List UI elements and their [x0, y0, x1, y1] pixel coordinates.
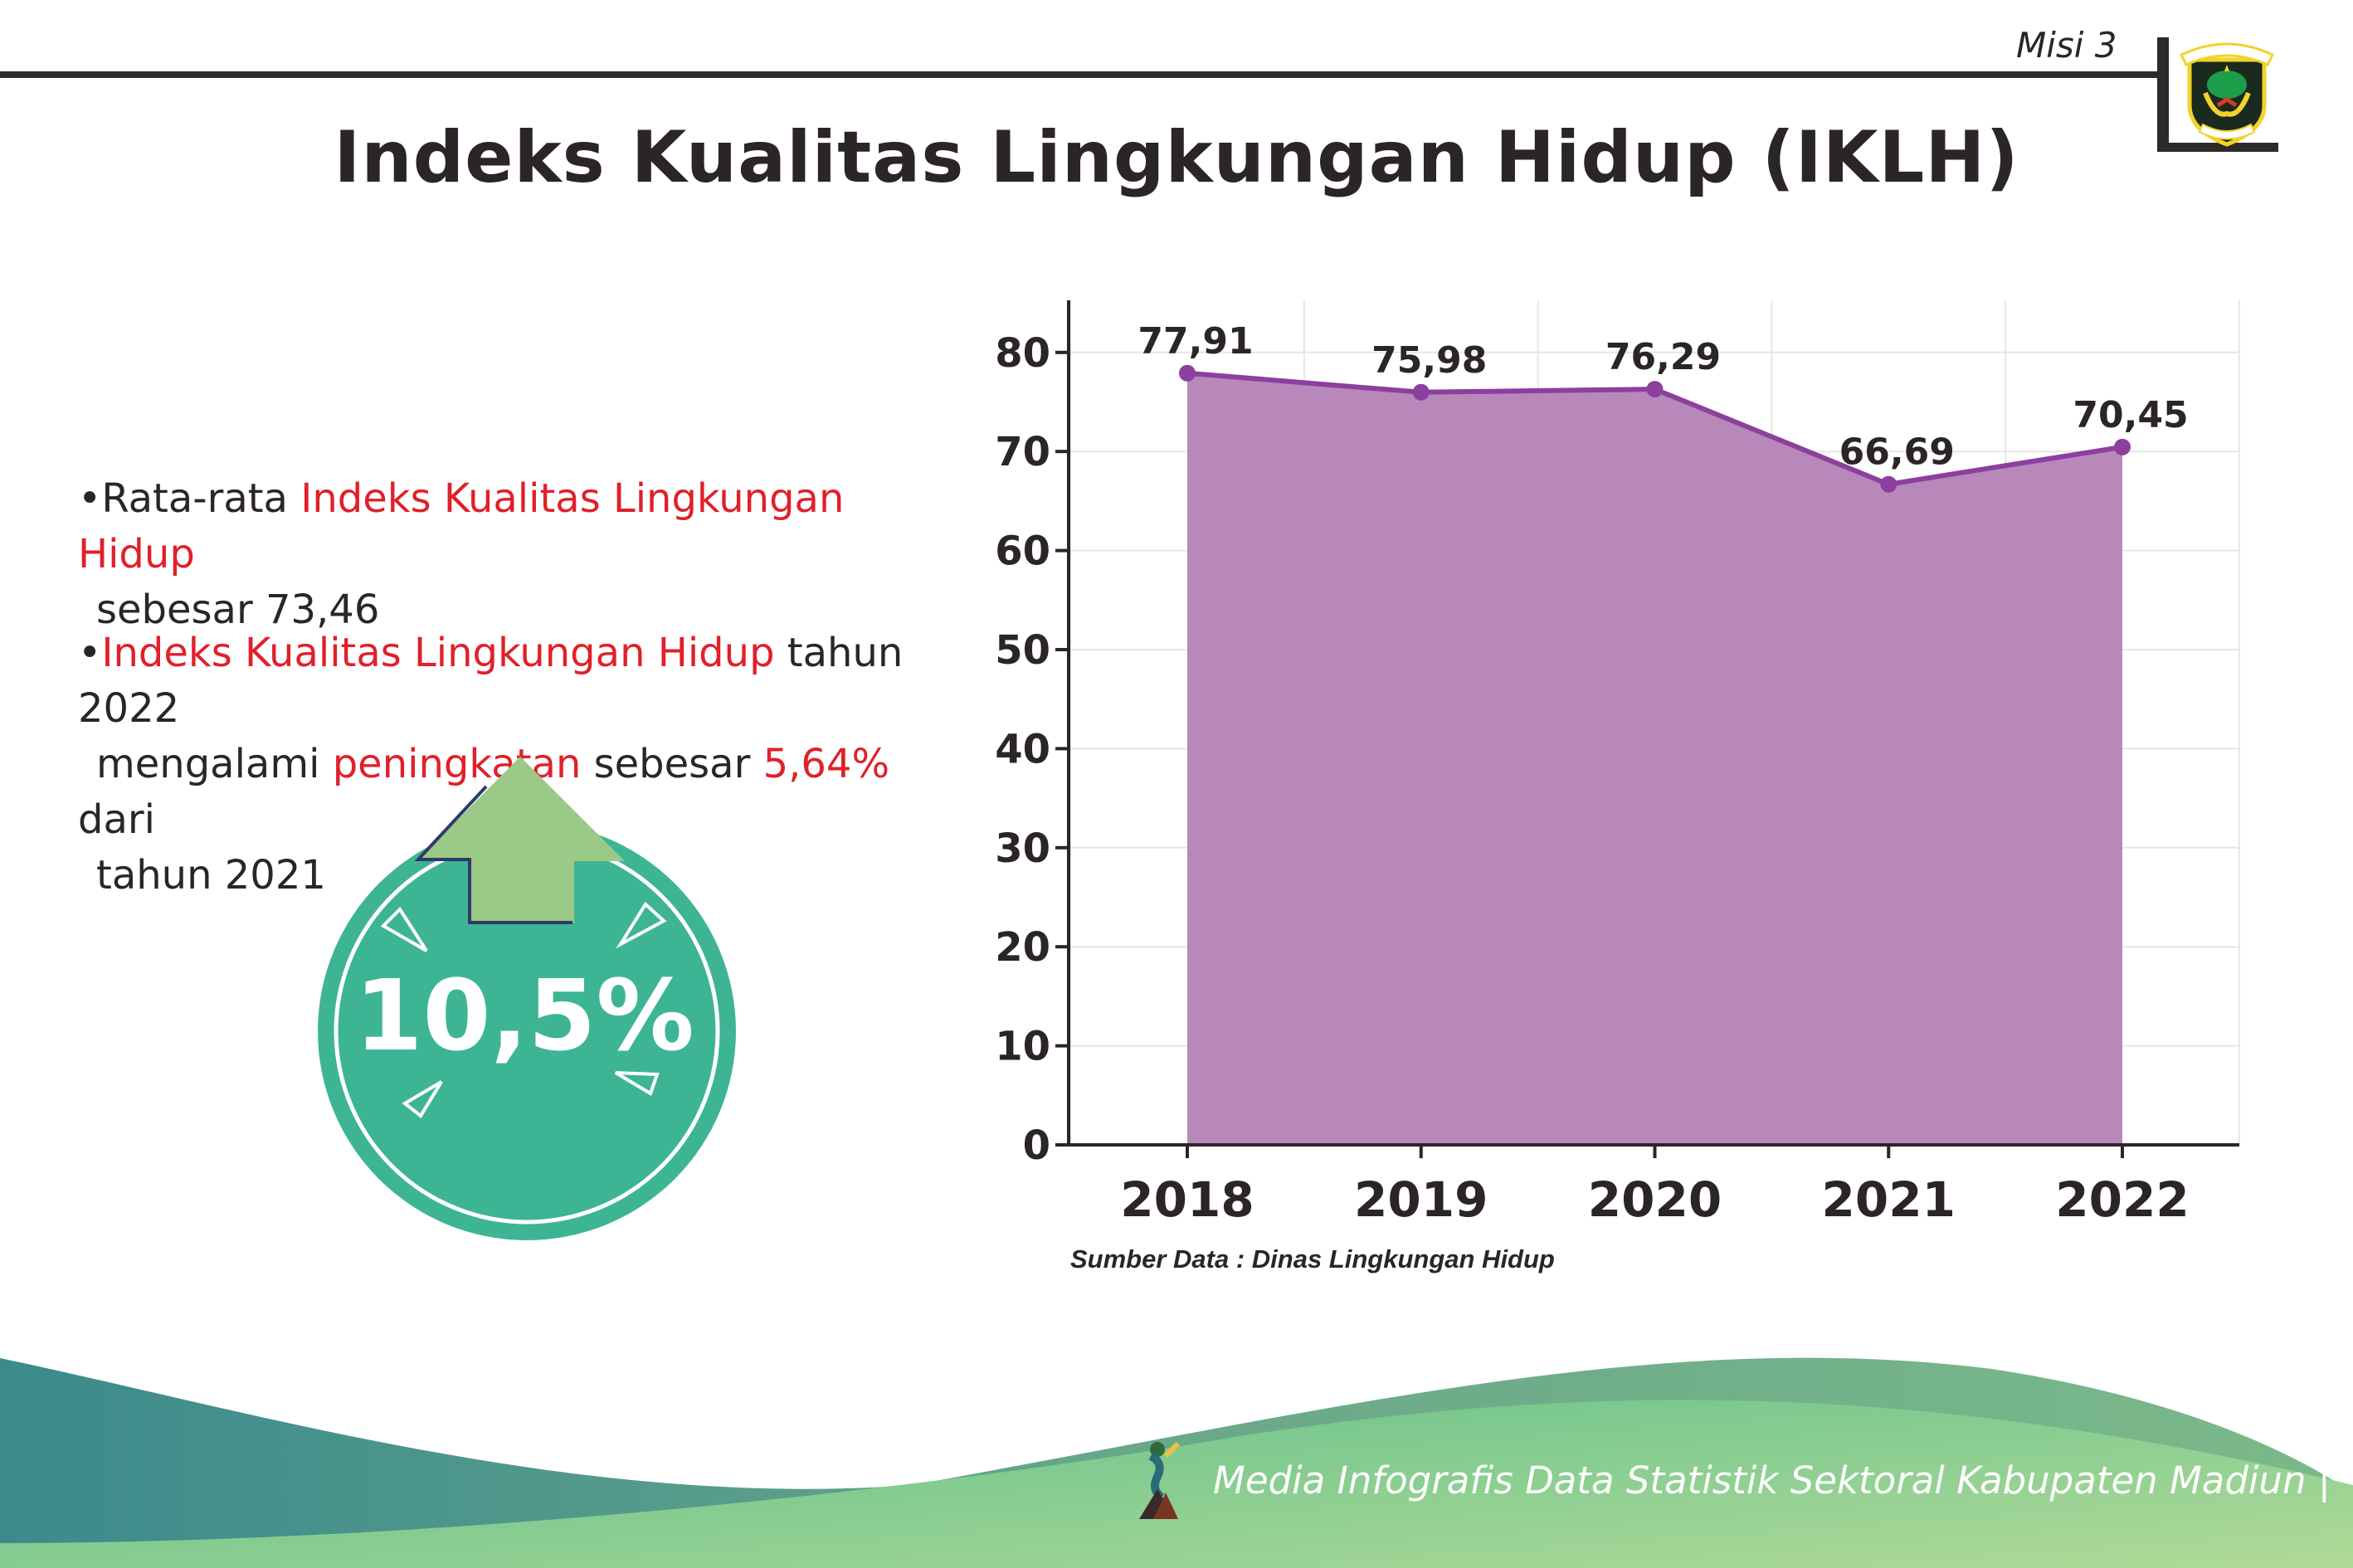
data-point: [2114, 438, 2131, 455]
text: dari: [78, 796, 155, 843]
data-point: [1880, 475, 1898, 493]
y-tick-label: 40: [995, 726, 1050, 772]
y-tick-label: 80: [995, 330, 1050, 377]
highlight-text: Indeks Kualitas Lingkungan Hidup: [78, 475, 845, 577]
data-source: Sumber Data : Dinas Lingkungan Hidup: [1070, 1244, 1555, 1273]
header-bracket: [2157, 37, 2169, 152]
x-tick-label: 2019: [1354, 1171, 1488, 1228]
highlight-text: 5,64%: [762, 741, 890, 787]
data-label: 76,29: [1605, 336, 1721, 378]
data-point: [1412, 383, 1430, 401]
area-fill: [1187, 373, 2122, 1145]
bullet-dot: •: [78, 475, 102, 522]
y-tick-label: 30: [995, 825, 1050, 872]
highlight-text: Indeks Kualitas Lingkungan Hidup: [101, 630, 775, 676]
header-bracket-base: [2157, 143, 2278, 152]
data-label: 66,69: [1839, 431, 1955, 474]
y-tick-label: 50: [995, 627, 1050, 674]
footer-caption: Media Infografis Data Statistik Sektoral…: [1213, 1458, 2331, 1502]
page-title: Indeks Kualitas Lingkungan Hidup (IKLH): [334, 116, 2019, 199]
growth-badge: 10,5%: [318, 757, 736, 1240]
data-point: [1646, 381, 1664, 398]
y-tick-label: 20: [995, 924, 1050, 971]
x-tick-label: 2020: [1588, 1171, 1722, 1228]
sparkle-icons: [380, 901, 667, 1118]
y-tick-label: 0: [1023, 1122, 1050, 1169]
text: mengalami: [96, 741, 333, 787]
text: tahun 2021: [96, 852, 326, 898]
x-tick-label: 2021: [1822, 1171, 1956, 1228]
y-tick-label: 10: [995, 1024, 1050, 1070]
data-label: 77,91: [1138, 320, 1253, 363]
x-tick-label: 2022: [2055, 1171, 2189, 1228]
text: sebesar 73,46: [96, 587, 380, 633]
x-tick-label: 2018: [1120, 1171, 1254, 1228]
data-label: 70,45: [2073, 394, 2188, 436]
y-tick-label: 70: [995, 429, 1050, 475]
y-tick-label: 60: [995, 528, 1050, 575]
text: Rata-rata: [101, 475, 301, 522]
kabupaten-madiun-logo: [2179, 42, 2275, 147]
data-label: 75,98: [1371, 339, 1487, 382]
section-label: Misi 3: [2016, 25, 2117, 66]
iklh-area-chart: 0 10 20 30 40 50 60 70 80 2018 77,91 2019 75,98 2020…: [995, 300, 2240, 1228]
bullet-average: •Rata-rata Indeks Kualitas Lingkungan Hi…: [78, 471, 949, 638]
statistics-mascot-logo: [1139, 1441, 1181, 1519]
arrow-up-icon: [414, 757, 625, 924]
badge-value: 10,5%: [354, 958, 694, 1073]
bullet-increase: •Indeks Kualitas Lingkungan Hidup tahun …: [78, 626, 949, 903]
bullet-dot: •: [78, 630, 102, 676]
text: tahun 2022: [78, 630, 904, 732]
header-rule: [0, 71, 2164, 78]
text: sebesar: [581, 741, 763, 787]
data-point: [1179, 364, 1196, 382]
